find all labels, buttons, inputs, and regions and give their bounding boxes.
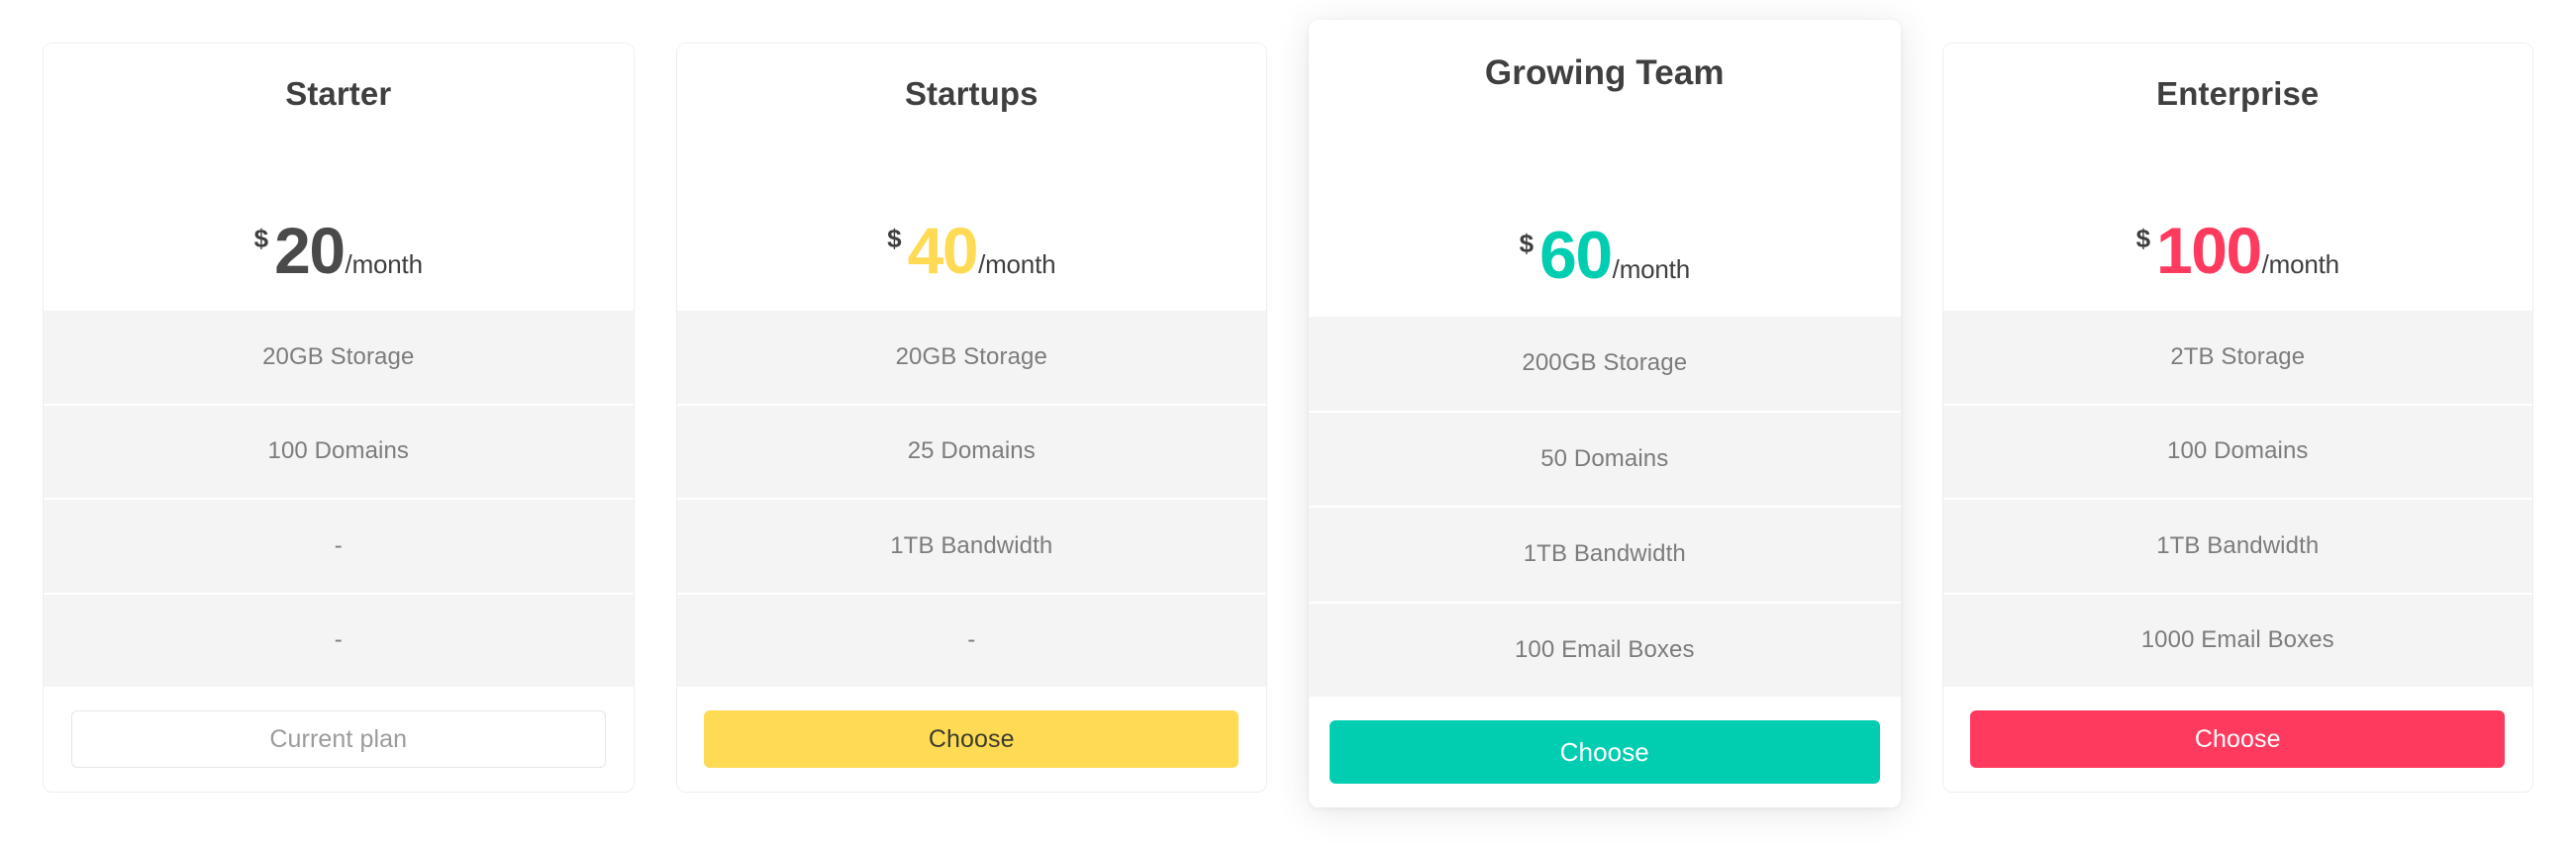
feature-row: 20GB Storage — [262, 342, 415, 370]
plan-price: $20/month — [254, 218, 423, 283]
feature-row: 1TB Bandwidth — [1942, 498, 2533, 593]
plan-header-enterprise: Enterprise $100/month — [1942, 44, 2533, 311]
plan-action-area-startups: Choose — [676, 687, 1267, 792]
feature-row: 1TB Bandwidth — [676, 498, 1267, 593]
choose-button-enterprise[interactable]: Choose — [1970, 710, 2506, 768]
plan-price: $100/month — [2135, 214, 2340, 287]
plan-card-enterprise: Enterprise $100/month 2TB Storage 100 Domai… — [1941, 43, 2534, 793]
feature-row: 1TB Bandwidth — [1309, 506, 1901, 602]
price-period: /month — [345, 249, 423, 279]
price-amount: 20 — [274, 214, 346, 287]
currency-symbol: $ — [1519, 229, 1535, 258]
feature-row: 100 Email Boxes — [1309, 601, 1901, 698]
plan-card-startups: Startups $40/month 20GB Storage 25 Domains 1… — [675, 43, 1268, 793]
price-period: /month — [1612, 254, 1690, 284]
price-amount: 40 — [907, 214, 979, 287]
plan-card-starter: Starter $20/month 20GB Storage 100 Domains -… — [43, 43, 635, 793]
feature-row: 2TB Storage — [2170, 342, 2306, 370]
feature-row: - — [676, 592, 1267, 688]
price-period: /month — [2261, 249, 2339, 279]
plan-price: $40/month — [887, 218, 1055, 283]
feature-row: 100 Domains — [1942, 403, 2533, 499]
plan-action-area-growing-team: Choose — [1309, 697, 1901, 807]
choose-button-growing-team[interactable]: Choose — [1329, 720, 1880, 784]
feature-row: 25 Domains — [676, 403, 1267, 499]
plan-feature-list-growing-team: 200GB Storage 50 Domains 1TB Bandwidth 100 … — [1309, 317, 1901, 698]
plan-name: Enterprise — [2156, 75, 2320, 112]
currency-symbol: $ — [253, 224, 269, 253]
price-amount: 60 — [1539, 218, 1613, 293]
plan-feature-list-enterprise: 2TB Storage 100 Domains 1TB Bandwidth 1000 … — [1942, 311, 2533, 688]
plan-name: Starter — [285, 75, 392, 112]
plan-header-starter: Starter $20/month — [44, 44, 634, 311]
price-amount: 100 — [2156, 214, 2262, 287]
plan-card-growing-team: Growing Team $60/month 200GB Storage 50 Dom… — [1309, 20, 1901, 807]
currency-symbol: $ — [887, 224, 902, 253]
feature-row: - — [44, 592, 634, 688]
feature-row: - — [44, 498, 634, 593]
currency-symbol: $ — [2135, 224, 2151, 253]
feature-row: 50 Domains — [1309, 410, 1901, 507]
choose-button-startups[interactable]: Choose — [704, 710, 1239, 768]
plan-name: Startups — [904, 75, 1039, 112]
plan-feature-list-startups: 20GB Storage 25 Domains 1TB Bandwidth - — [676, 311, 1267, 688]
plan-name: Growing Team — [1484, 53, 1725, 92]
plan-price: $60/month — [1519, 218, 1691, 293]
plan-feature-list-starter: 20GB Storage 100 Domains - - — [44, 311, 634, 687]
plan-action-area-starter: Current plan — [44, 687, 634, 792]
plan-header-startups: Startups $40/month — [676, 44, 1267, 311]
feature-row: 20GB Storage — [895, 342, 1047, 370]
feature-row: 1000 Email Boxes — [1942, 592, 2533, 688]
feature-row: 100 Domains — [44, 403, 634, 499]
current-plan-button-starter[interactable]: Current plan — [70, 710, 606, 768]
plan-header-growing-team: Growing Team $60/month — [1309, 20, 1901, 317]
feature-row: 200GB Storage — [1522, 349, 1688, 377]
plan-action-area-enterprise: Choose — [1942, 687, 2533, 792]
price-period: /month — [978, 249, 1056, 279]
